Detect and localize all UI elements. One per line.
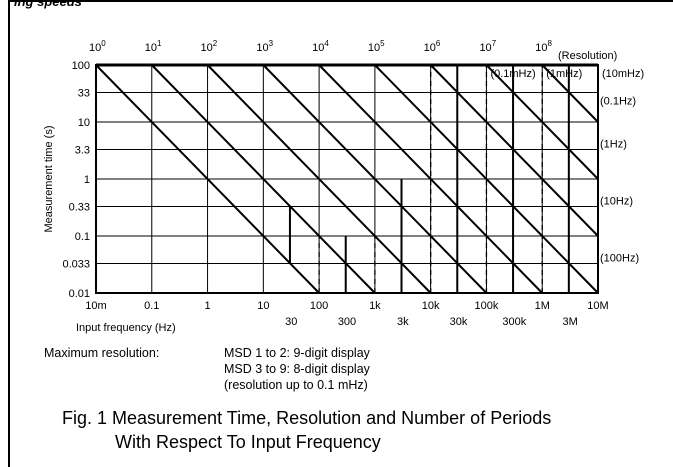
top-axis-base: 10 xyxy=(368,42,380,54)
top-axis-exponent: 7 xyxy=(492,39,497,48)
notes-line-2: MSD 3 to 9: 8-digit display xyxy=(224,362,370,376)
top-axis-exponent: 5 xyxy=(380,39,385,48)
x-tick-label: 1M xyxy=(535,300,550,312)
periods-line-dashed xyxy=(345,91,514,264)
top-axis-base: 10 xyxy=(256,42,268,54)
top-axis-exponent: 8 xyxy=(547,39,552,48)
x-tick-label: 100 xyxy=(310,300,328,312)
x-tick-label-half: 3M xyxy=(562,316,577,328)
x-tick-label: 100k xyxy=(475,300,499,312)
y-tick-label: 0.01 xyxy=(69,288,90,300)
top-axis-base: 10 xyxy=(479,42,491,54)
periods-line xyxy=(262,64,488,294)
x-tick-label-half: 30 xyxy=(285,316,297,328)
top-axis-exponent: 2 xyxy=(213,39,218,48)
x-tick-label-half: 3k xyxy=(397,316,409,328)
resolution-label: (1Hz) xyxy=(600,138,627,150)
top-axis-base: 10 xyxy=(424,42,436,54)
resolution-label: (1mHz) xyxy=(546,68,582,80)
top-axis-exponent: 4 xyxy=(324,39,329,48)
x-tick-label: 10k xyxy=(422,300,440,312)
y-tick-label: 100 xyxy=(72,60,90,72)
top-axis-base: 10 xyxy=(145,42,157,54)
figure-frame-left xyxy=(8,0,10,467)
top-axis-base: 10 xyxy=(312,42,324,54)
y-tick-label: 0.1 xyxy=(75,231,90,243)
top-axis-label: 105 xyxy=(368,39,385,54)
y-tick-label: 0.33 xyxy=(69,201,90,213)
caption-line-1: Fig. 1 Measurement Time, Resolution and … xyxy=(62,408,552,428)
top-axis-exponent: 6 xyxy=(436,39,441,48)
resolution-label: (10Hz) xyxy=(600,195,633,207)
x-tick-label-half: 30k xyxy=(450,316,468,328)
top-axis-exponent: 1 xyxy=(157,39,162,48)
top-axis-base: 10 xyxy=(89,42,101,54)
y-axis-title: Measurement time (s) xyxy=(43,126,55,233)
resolution-notes: Maximum resolution: MSD 1 to 2: 9-digit … xyxy=(44,345,370,393)
periods-line xyxy=(541,64,599,123)
periods-line-dashed xyxy=(457,91,599,237)
y-tick-label: 0.033 xyxy=(62,258,90,270)
top-axis-base: 10 xyxy=(201,42,213,54)
top-axis-exponent: 3 xyxy=(269,39,274,48)
caption-line-2: With Respect To Input Frequency xyxy=(115,432,381,452)
top-axis-label: 106 xyxy=(424,39,441,54)
x-tick-label-half: 300k xyxy=(502,316,526,328)
periods-line-dashed xyxy=(512,91,599,180)
periods-line xyxy=(95,64,320,294)
notes-line-1: MSD 1 to 2: 9-digit display xyxy=(224,346,370,360)
figure-frame-top xyxy=(8,0,673,2)
top-axis-label: 108 xyxy=(535,39,552,54)
resolution-label: (100Hz) xyxy=(600,252,639,264)
periods-line-dashed xyxy=(401,91,570,264)
header-fragment: ing speeds xyxy=(14,0,82,9)
top-axis-label: 107 xyxy=(479,39,496,54)
y-tick-label: 10 xyxy=(78,117,90,129)
x-tick-label: 10M xyxy=(587,300,608,312)
x-tick-label-half: 300 xyxy=(338,316,356,328)
figure-caption: Fig. 1 Measurement Time, Resolution and … xyxy=(62,406,551,454)
top-axis-label: 101 xyxy=(145,39,162,54)
x-tick-label: 10m xyxy=(85,300,106,312)
resolution-header: (Resolution) xyxy=(558,50,617,62)
y-tick-label: 33 xyxy=(78,87,90,99)
periods-line xyxy=(206,64,432,294)
x-tick-label: 0.1 xyxy=(144,300,159,312)
top-axis-label: 102 xyxy=(201,39,218,54)
y-tick-label: 1 xyxy=(84,174,90,186)
x-tick-label: 1 xyxy=(204,300,210,312)
notes-label: Maximum resolution: xyxy=(44,346,160,360)
top-axis-exponent: 0 xyxy=(101,39,106,48)
y-tick-label: 3.3 xyxy=(75,144,90,156)
notes-line-3: (resolution up to 0.1 mHz) xyxy=(224,378,368,392)
top-axis-label: 104 xyxy=(312,39,329,54)
top-axis-label: 100 xyxy=(89,39,106,54)
periods-line xyxy=(151,64,376,294)
top-axis-label: 103 xyxy=(256,39,273,54)
x-axis-title: Input frequency (Hz) xyxy=(76,322,176,334)
resolution-label: (0.1mHz) xyxy=(490,68,535,80)
top-axis-base: 10 xyxy=(535,42,547,54)
x-tick-label: 10 xyxy=(257,300,269,312)
resolution-label: (0.1Hz) xyxy=(600,95,636,107)
resolution-label: (10mHz) xyxy=(602,68,644,80)
x-tick-label: 1k xyxy=(369,300,381,312)
